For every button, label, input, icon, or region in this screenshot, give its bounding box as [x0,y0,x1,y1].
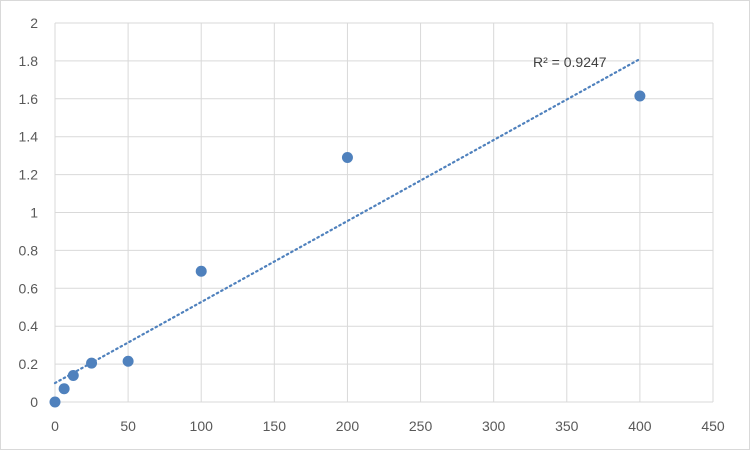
data-point [634,90,646,102]
data-point [341,152,353,164]
x-tick-label: 450 [701,418,725,434]
y-tick-label: 0.4 [19,318,39,334]
x-tick-label: 150 [263,418,287,434]
tick-labels: 0 50 100 150 200 250 300 350 400 450 0 0.2 0.4 0.6 0.8… [19,15,725,434]
x-tick-label: 350 [555,418,579,434]
y-tick-label: 0.6 [19,280,39,296]
x-tick-label: 300 [482,418,506,434]
y-tick-label: 1 [30,205,38,221]
data-point [58,383,70,395]
x-tick-label: 50 [120,418,136,434]
x-tick-label: 400 [628,418,652,434]
data-point [67,369,79,381]
y-tick-label: 0.2 [19,356,39,372]
data-points [49,90,646,408]
axes [54,23,713,403]
data-point [86,357,98,369]
trendline [53,57,641,385]
trendline-group [53,57,641,385]
y-tick-label: 1.6 [19,91,39,107]
y-tick-label: 0 [30,394,38,410]
y-tick-label: 1.4 [19,129,39,145]
r-squared-annotation: R² = 0.9247 [533,54,607,70]
gridlines [55,22,714,402]
data-point [49,396,61,408]
x-tick-label: 200 [336,418,360,434]
y-tick-label: 2 [30,15,38,31]
x-tick-label: 250 [409,418,433,434]
data-point [122,355,134,367]
x-tick-label: 100 [190,418,214,434]
y-tick-label: 1.8 [19,53,39,69]
y-tick-label: 0.8 [19,242,39,258]
data-point [195,265,207,277]
y-tick-label: 1.2 [19,167,39,183]
x-tick-label: 0 [51,418,59,434]
